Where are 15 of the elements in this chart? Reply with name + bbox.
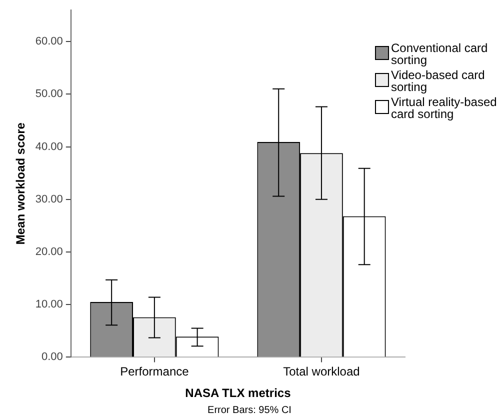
y-tick-label: 30.00: [35, 193, 63, 206]
x-tick-label: Total workload: [283, 364, 360, 379]
text: Error Bars: 95% CI: [206, 405, 292, 416]
y-tick-label: 0.00: [42, 351, 63, 364]
x-axis-title: NASA TLX metrics: [185, 386, 292, 400]
y-tick-label: 10.00: [35, 298, 63, 311]
x-tick-label: Performance: [120, 364, 190, 379]
y-tick-label: 60.00: [35, 36, 63, 48]
y-tick-label: 40.00: [35, 140, 63, 153]
legend-label: Conventional card sorting: [391, 41, 489, 67]
text: Virtual reality-based card sorting: [391, 95, 498, 121]
y-axis-title: Mean workload score: [14, 122, 28, 245]
y-tick-label: 20.00: [35, 246, 63, 258]
legend-label: Video-based card sorting: [391, 68, 486, 94]
y-tick-label: 50.00: [35, 88, 63, 100]
